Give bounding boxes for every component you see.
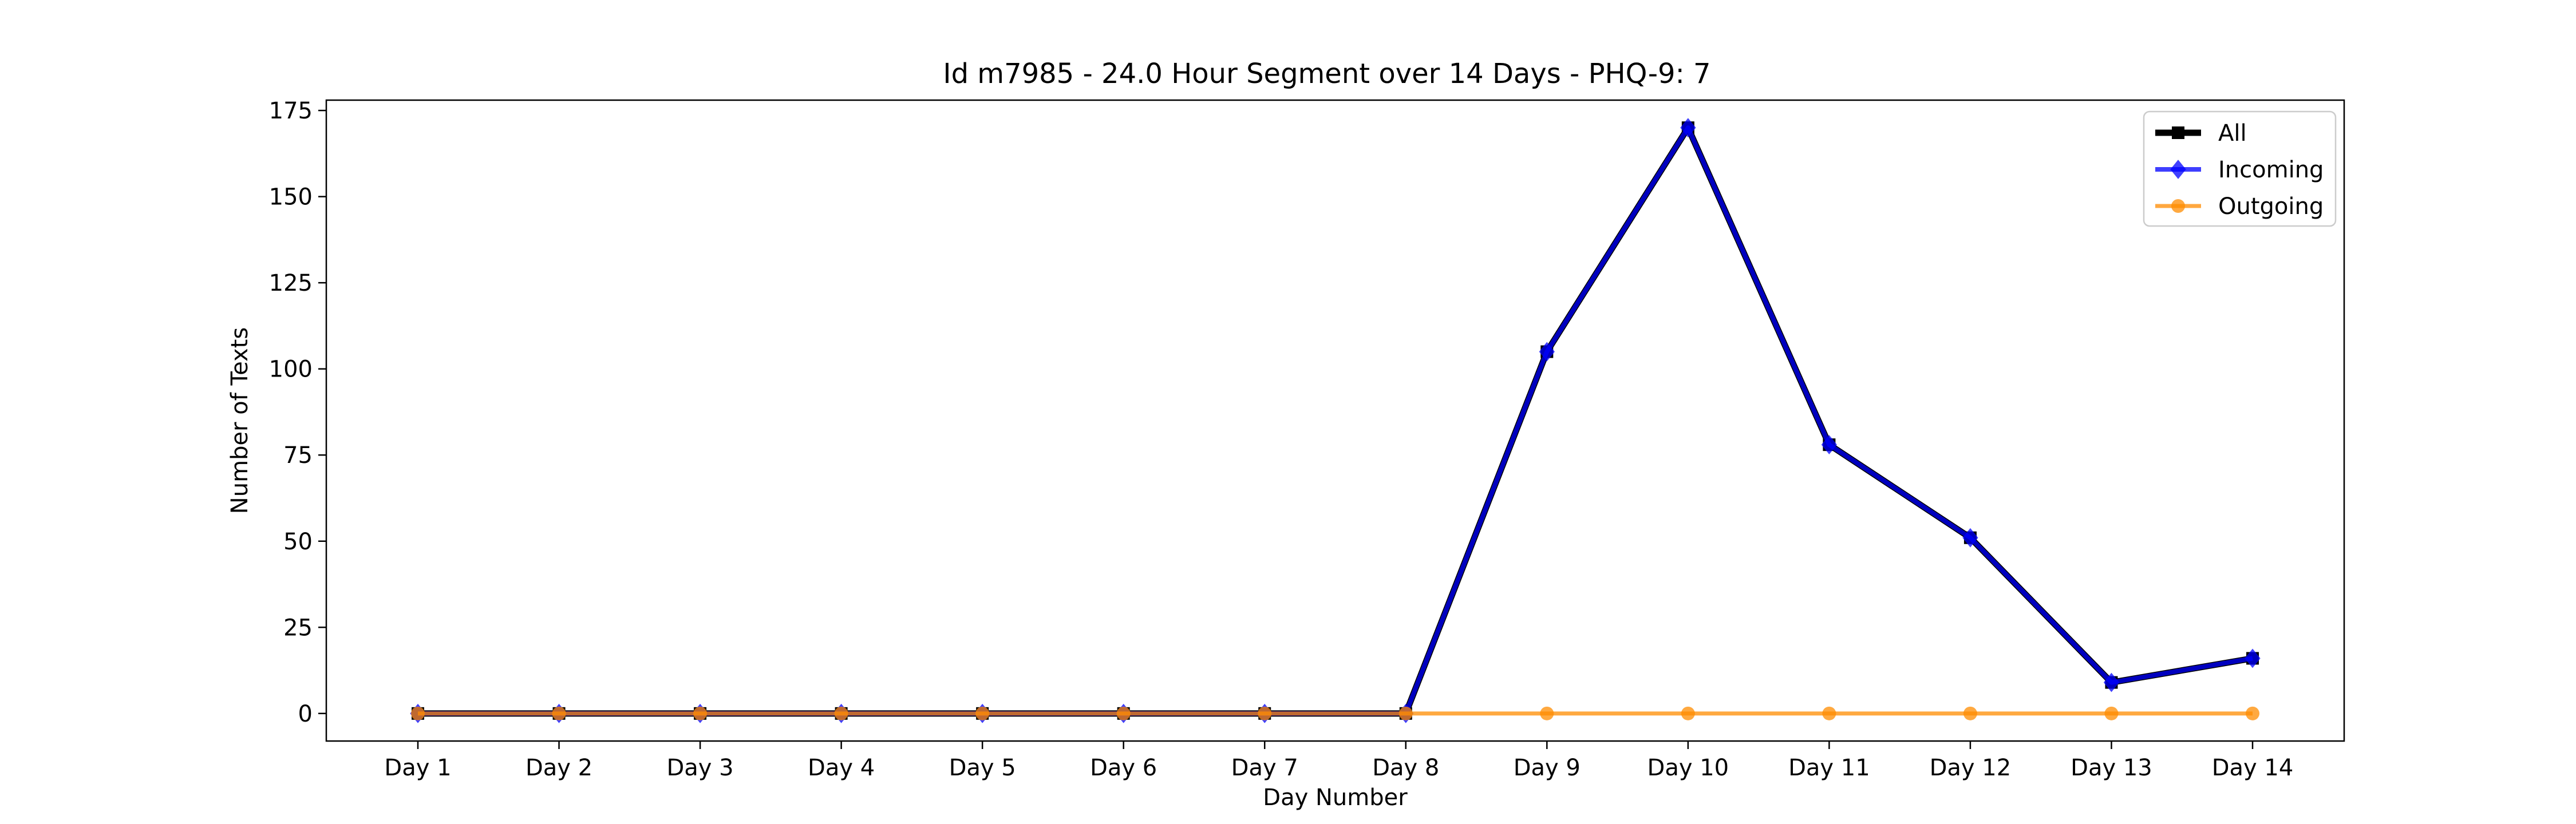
legend-label: Outgoing xyxy=(2218,193,2324,220)
data-point xyxy=(1258,706,1272,720)
legend-item: Outgoing xyxy=(2155,193,2324,220)
data-point xyxy=(975,706,990,720)
data-point xyxy=(1681,706,1695,720)
x-tick-label: Day 7 xyxy=(1231,755,1298,781)
y-tick-label: 25 xyxy=(283,615,313,641)
data-point xyxy=(1962,528,1978,548)
y-tick-label: 175 xyxy=(269,98,313,124)
chart-title: Id m7985 - 24.0 Hour Segment over 14 Day… xyxy=(943,58,1710,90)
x-tick-label: Day 10 xyxy=(1647,755,1729,781)
legend-label: Incoming xyxy=(2218,157,2324,183)
plot-frame xyxy=(325,99,2345,742)
data-point xyxy=(411,706,425,720)
x-tick-label: Day 12 xyxy=(1930,755,2012,781)
data-point xyxy=(2246,706,2259,720)
y-tick-label: 75 xyxy=(283,442,313,469)
legend-item: Incoming xyxy=(2155,157,2324,183)
x-axis-label: Day Number xyxy=(1263,785,1408,811)
data-point xyxy=(1821,435,1838,455)
legend-box xyxy=(2143,110,2337,227)
x-tick-label: Day 3 xyxy=(666,755,733,781)
data-point xyxy=(1680,118,1696,138)
series-outgoing xyxy=(411,706,2259,720)
y-tick-label: 50 xyxy=(283,529,313,555)
x-tick-label: Day 8 xyxy=(1372,755,1439,781)
y-axis-label: Number of Texts xyxy=(227,327,253,514)
y-axis: 0 25 50 75 100 125 150 175 xyxy=(269,98,326,727)
x-tick-label: Day 4 xyxy=(808,755,875,781)
data-point xyxy=(1539,342,1555,362)
x-tick-label: Day 1 xyxy=(384,755,451,781)
y-tick-label: 150 xyxy=(269,184,313,211)
data-point xyxy=(2103,672,2120,692)
legend: All Incoming Outgoing xyxy=(2143,110,2337,227)
data-point xyxy=(1116,706,1131,720)
legend-swatch-marker xyxy=(2170,160,2186,179)
data-point xyxy=(1398,706,1413,720)
data-point xyxy=(693,706,708,720)
legend-swatch-marker xyxy=(2172,126,2184,139)
x-tick-label: Day 11 xyxy=(1788,755,1870,781)
x-axis: Day 1 Day 2 Day 3 Day 4 Day 5 Day 6 Day 7 Day 8… xyxy=(384,741,2293,781)
data-point xyxy=(552,706,566,720)
x-tick-label: Day 2 xyxy=(526,755,592,781)
data-point xyxy=(1822,706,1836,720)
y-tick-label: 0 xyxy=(298,701,313,727)
data-point xyxy=(1540,706,1554,720)
data-point xyxy=(1963,706,1977,720)
data-point xyxy=(2104,706,2119,720)
data-point xyxy=(834,706,848,720)
y-tick-label: 125 xyxy=(269,270,313,296)
x-tick-label: Day 13 xyxy=(2071,755,2152,781)
y-tick-label: 100 xyxy=(269,356,313,383)
x-tick-label: Day 6 xyxy=(1090,755,1157,781)
x-tick-label: Day 14 xyxy=(2212,755,2294,781)
legend-label: All xyxy=(2218,120,2247,146)
x-tick-label: Day 5 xyxy=(949,755,1016,781)
legend-item: All xyxy=(2155,120,2247,146)
x-tick-label: Day 9 xyxy=(1514,755,1581,781)
series-layer xyxy=(410,118,2261,723)
data-point xyxy=(2245,648,2261,668)
legend-swatch-marker xyxy=(2171,199,2185,213)
